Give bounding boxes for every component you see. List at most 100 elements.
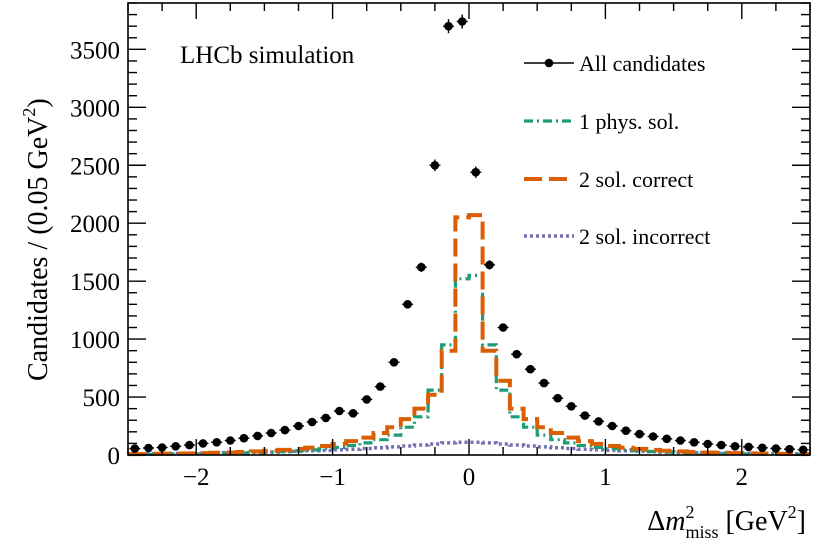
data-point-marker (294, 421, 303, 431)
data-point-marker (662, 434, 672, 444)
legend: All candidates 1 phys. sol. 2 sol. correct… (524, 51, 710, 249)
data-point (593, 417, 605, 426)
legend-label: 1 phys. sol. (579, 109, 679, 134)
data-point-marker (744, 442, 753, 452)
data-point (402, 300, 414, 309)
data-point (620, 426, 632, 436)
x-axis-title-unit-sup: 2 (788, 502, 797, 522)
data-point-marker (348, 409, 358, 418)
data-point (484, 260, 495, 270)
legend-item-2-sol-correct: 2 sol. correct (524, 167, 693, 192)
data-point-marker (239, 433, 249, 443)
x-tick-label: 2 (736, 464, 749, 491)
data-point (211, 438, 223, 447)
y-tick-label: 2500 (70, 153, 120, 180)
y-tick-label: 500 (83, 385, 121, 412)
y-tick-label: 0 (108, 443, 121, 470)
axis-ticks: −2 −1 0 1 2 0 500 1000 1500 2000 2500 3000 3500 (70, 2, 811, 491)
legend-label: All candidates (579, 51, 705, 76)
data-point (538, 378, 550, 388)
data-point-marker (567, 402, 576, 411)
data-point (647, 432, 659, 441)
data-point (306, 417, 318, 427)
data-point (634, 429, 645, 439)
data-point-marker (580, 411, 590, 420)
data-point-marker (335, 406, 344, 416)
data-point-marker (430, 161, 440, 170)
data-point (743, 442, 755, 452)
data-point-marker (553, 393, 562, 403)
x-axis-title: Δm2 miss [GeV2] (647, 502, 806, 542)
data-point (197, 439, 209, 448)
data-point-marker (185, 440, 194, 450)
data-point-marker (471, 167, 481, 177)
data-point-marker (648, 432, 658, 441)
data-point (361, 395, 373, 404)
data-point-marker (594, 417, 603, 426)
data-point (388, 358, 400, 367)
data-point (374, 382, 386, 391)
data-point (333, 406, 345, 416)
y-tick-label: 2000 (70, 211, 120, 238)
data-point-marker (212, 438, 221, 447)
data-point-marker (226, 436, 235, 445)
series-1-phys-sol-line (128, 273, 810, 456)
data-point-marker (198, 439, 208, 448)
legend-item-2-sol-incorrect: 2 sol. incorrect (524, 224, 710, 249)
data-point (497, 323, 509, 332)
y-tick-label: 3500 (70, 37, 120, 64)
y-tick-label: 1500 (70, 269, 120, 296)
data-point-marker (307, 417, 317, 427)
data-point-marker (266, 428, 276, 438)
data-point-marker (512, 349, 521, 359)
data-point-marker (171, 442, 180, 451)
data-point (729, 442, 741, 451)
data-point-marker (717, 440, 726, 450)
data-point (797, 445, 809, 455)
data-point (443, 19, 454, 34)
data-point (552, 393, 564, 403)
legend-item-1-phys-sol: 1 phys. sol. (524, 109, 679, 134)
legend-item-all-candidates: All candidates (524, 51, 705, 76)
data-point-marker (457, 17, 467, 26)
y-axis-title-close: ) (23, 98, 54, 107)
simulation-label: LHCb simulation (180, 42, 355, 69)
data-point (238, 433, 250, 443)
data-point (252, 431, 264, 441)
data-point (688, 438, 700, 447)
data-point-marker (539, 378, 549, 388)
data-point-marker (785, 444, 794, 454)
data-point (470, 166, 482, 178)
data-point-marker (689, 438, 699, 447)
data-point-marker (485, 260, 494, 270)
data-point-marker (280, 425, 290, 435)
x-tick-label: 1 (599, 464, 612, 491)
x-axis-title-prefix: Δ (647, 506, 665, 537)
data-point-marker (498, 323, 508, 332)
data-point-marker (730, 442, 740, 451)
x-axis-title-unit: [GeV (718, 506, 787, 537)
y-axis-title-main: Candidates / (0.05 GeV (23, 117, 54, 381)
legend-swatch-marker (544, 58, 554, 68)
x-axis-title-var: m (665, 506, 685, 537)
data-point-marker (798, 445, 808, 455)
data-point (293, 421, 304, 431)
data-point (320, 413, 332, 423)
y-tick-label: 1000 (70, 327, 120, 354)
data-point-marker (362, 395, 372, 404)
data-point (183, 440, 195, 450)
data-point (606, 421, 618, 431)
data-point-marker (253, 431, 262, 441)
data-point-marker (144, 443, 153, 453)
data-point-marker (703, 439, 712, 449)
x-tick-label: 0 (463, 464, 476, 491)
data-point-marker (758, 443, 767, 453)
data-point-marker (389, 358, 399, 367)
data-point (756, 443, 768, 453)
data-point-marker (526, 364, 535, 374)
data-point-marker (444, 21, 453, 31)
data-point (429, 159, 441, 172)
data-point (143, 443, 154, 453)
data-point (661, 434, 673, 444)
